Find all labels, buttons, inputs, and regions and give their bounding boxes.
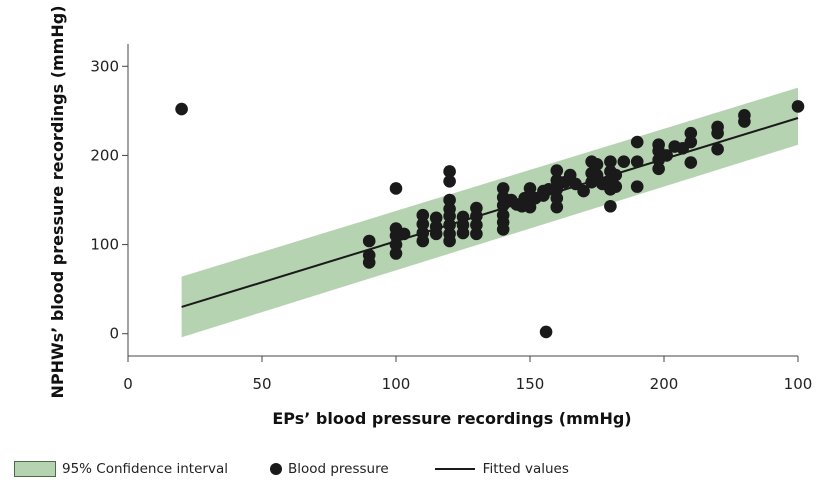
data-point [470,209,483,223]
line-swatch [434,468,475,470]
data-point [539,325,553,339]
data-point [684,156,698,169]
data-point [550,183,564,196]
data-point [496,182,510,195]
x-tick-label: 0 [123,375,133,393]
y-tick-label: 300 [90,57,119,75]
x-tick-label: 100 [784,375,813,393]
data-point [523,182,537,195]
data-point [791,100,805,113]
point-swatch [269,463,282,475]
legend-points-label: Blood pressure [287,461,389,477]
data-point [711,126,724,140]
y-tick-label: 0 [109,325,119,343]
data-point [470,227,483,241]
y-tick-label: 200 [90,146,119,164]
data-point [684,135,698,149]
x-tick-label: 100 [382,375,411,393]
data-point [590,158,604,171]
data-point [429,227,443,241]
data-point [429,211,443,225]
legend-line-label: Fitted values [482,461,569,477]
data-point [389,247,403,260]
data-point [550,164,564,177]
data-point [652,162,665,176]
y-tick-label: 100 [90,236,119,254]
data-point [617,155,631,168]
data-point [416,234,430,248]
data-point [711,142,724,156]
data-point [550,191,564,205]
data-point [397,227,411,241]
data-point [630,180,644,193]
data-point [456,226,470,240]
fitted-values-line [181,117,799,308]
legend-item-points: Blood pressure [269,461,389,477]
data-point [175,102,188,116]
data-point [550,200,564,214]
data-point [604,199,617,213]
y-axis-title: NPHWs’ blood pressure recordings (mmHg) [48,5,67,398]
data-point [609,180,623,193]
data-point [443,234,456,248]
data-point [738,115,751,128]
x-tick-label: 150 [516,375,545,393]
legend-item-ci: 95% Confidence interval [14,461,228,477]
data-point [577,184,590,198]
x-axis-ticks: 0 50 100 150 200 100 [123,356,812,393]
data-point [362,256,376,269]
x-axis-title: EPs’ blood pressure recordings (mmHg) [272,409,631,428]
data-point [569,177,582,191]
data-point [496,223,510,236]
data-point [684,126,698,140]
ci-swatch [14,461,56,477]
data-point [660,149,673,162]
data-point [470,218,483,232]
legend-ci-label: 95% Confidence interval [62,461,228,477]
data-point [362,234,376,248]
y-axis-ticks: 0 100 200 300 [90,57,128,343]
data-point [604,155,617,168]
data-point [630,135,644,149]
x-tick-label: 200 [650,375,679,393]
data-point [443,165,456,178]
data-point [443,218,456,232]
data-point [443,193,456,207]
x-tick-label: 50 [252,375,271,393]
legend-item-line: Fitted values [434,461,569,477]
data-point [389,182,403,195]
data-points [175,100,805,339]
chart-legend: 95% Confidence interval Blood pressure F… [14,458,569,480]
data-point [443,174,456,188]
data-point [630,155,644,168]
data-point [609,168,623,182]
data-point [416,208,430,222]
data-point [389,238,403,251]
data-point [416,217,430,231]
data-point [443,209,456,223]
